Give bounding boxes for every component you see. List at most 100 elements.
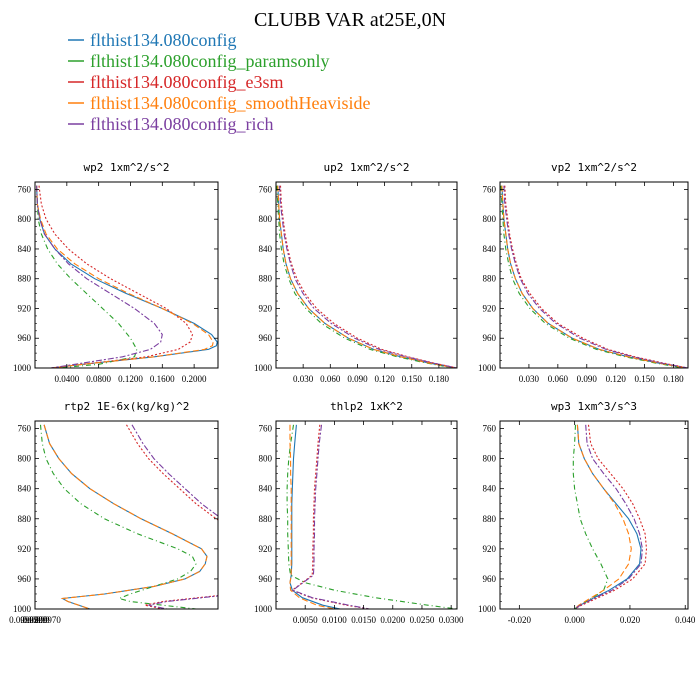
y-tick-label: 1000	[13, 363, 32, 373]
x-tick-label: 0.150	[402, 374, 423, 384]
y-tick-label: 880	[259, 274, 273, 284]
chart-panel: wp3 1xm^3/s^3 760 800 840 880 920 960 1000 -0.02…	[478, 400, 696, 625]
legend-item: flthist134.080config	[68, 30, 237, 50]
x-tick-label: 0.090	[347, 374, 368, 384]
y-tick-label: 840	[483, 244, 497, 254]
legend-label: flthist134.080config_rich	[90, 114, 273, 134]
x-tick-label: 0.040	[675, 615, 696, 625]
x-tick-label: 0.0250	[410, 615, 435, 625]
y-tick-label: 800	[18, 214, 32, 224]
plot-frame	[275, 181, 458, 369]
legend-item: flthist134.080config_e3sm	[68, 72, 283, 92]
x-tick-label: 0.030	[519, 374, 540, 384]
y-tick-label: 1000	[478, 604, 497, 614]
legend-label: flthist134.080config_e3sm	[90, 72, 283, 92]
x-tick-label: 0.150	[634, 374, 655, 384]
legend-item: flthist134.080config_smoothHeaviside	[68, 93, 370, 113]
x-tick-label: 0.090	[577, 374, 598, 384]
series-line	[277, 185, 456, 368]
legend-label: flthist134.080config_paramsonly	[90, 51, 329, 71]
plot-frame	[499, 181, 689, 369]
y-tick-label: 800	[259, 454, 273, 464]
x-tick-label: 0.000	[565, 615, 586, 625]
series-line	[36, 185, 138, 368]
y-tick-label: 760	[259, 424, 273, 434]
y-tick-label: 960	[259, 574, 273, 584]
y-tick-label: 840	[259, 484, 273, 494]
plot-frame	[34, 181, 219, 369]
y-tick-label: 920	[483, 544, 497, 554]
y-tick-label: 880	[259, 514, 273, 524]
panel-title: vp2 1xm^2/s^2	[551, 161, 637, 174]
series-line	[279, 185, 457, 368]
plot-frame	[275, 420, 458, 610]
series-group	[500, 185, 688, 368]
y-tick-label: 1000	[254, 363, 273, 373]
y-tick-label: 880	[18, 274, 32, 284]
y-tick-label: 960	[259, 333, 273, 343]
chart-panel: thlp2 1xK^2 760 800 840 880 920 960 1000 0.0050 0…	[254, 400, 464, 625]
x-tick-label: 0.180	[429, 374, 450, 384]
x-tick-label: 0.00999	[20, 615, 50, 625]
chart-panel: wp2 1xm^2/s^2 760 800 840 880 920 960 1000 0.040…	[13, 161, 219, 384]
x-tick-label: 0.2000	[182, 374, 207, 384]
x-tick-label: 0.0300	[439, 615, 464, 625]
figure-title: CLUBB VAR at25E,0N	[254, 9, 446, 31]
series-line	[43, 424, 208, 609]
series-line	[36, 185, 163, 368]
x-tick-label: 0.0150	[351, 615, 376, 625]
y-tick-label: 1000	[13, 604, 32, 614]
legend-label: flthist134.080config_smoothHeaviside	[90, 93, 370, 113]
y-tick-label: 840	[259, 244, 273, 254]
legend-item: flthist134.080config_rich	[68, 114, 273, 134]
y-tick-label: 840	[18, 484, 32, 494]
x-tick-label: 0.060	[548, 374, 569, 384]
plot-frame	[34, 420, 219, 610]
series-line	[574, 424, 642, 609]
series-line	[289, 424, 341, 609]
y-tick-label: 760	[18, 184, 32, 194]
x-tick-label: 0.0400	[54, 374, 79, 384]
series-line	[38, 185, 194, 368]
y-tick-label: 840	[18, 244, 32, 254]
x-tick-label: 0.0299	[23, 615, 48, 625]
y-tick-label: 920	[483, 303, 497, 313]
y-tick-label: 920	[18, 303, 32, 313]
panel-title: thlp2 1xK^2	[330, 400, 403, 413]
y-tick-label: 880	[18, 514, 32, 524]
series-line	[501, 185, 687, 368]
series-line	[43, 424, 208, 609]
series-group	[276, 185, 457, 368]
legend-item: flthist134.080config_paramsonly	[68, 51, 329, 71]
series-line	[131, 424, 218, 609]
plot-frame	[499, 420, 689, 610]
x-tick-label: 0.0999999970	[9, 615, 61, 625]
x-tick-label: 0.0200	[380, 615, 405, 625]
series-line	[291, 424, 370, 609]
y-tick-label: 880	[483, 514, 497, 524]
x-tick-label: 0.120	[606, 374, 627, 384]
y-tick-label: 800	[483, 454, 497, 464]
series-group	[36, 185, 218, 368]
legend: flthist134.080configflthist134.080config…	[68, 30, 370, 134]
series-line	[574, 424, 648, 609]
y-tick-label: 760	[259, 184, 273, 194]
y-tick-label: 880	[483, 274, 497, 284]
x-tick-label: 0.060	[320, 374, 341, 384]
series-group	[572, 424, 648, 609]
panel-title: wp2 1xm^2/s^2	[83, 161, 169, 174]
series-line	[39, 424, 197, 609]
y-tick-label: 840	[483, 484, 497, 494]
series-line	[286, 424, 457, 609]
series-line	[500, 185, 684, 368]
y-tick-label: 920	[259, 303, 273, 313]
chart-panel: vp2 1xm^2/s^2 760 800 840 880 920 960 1000 0.030…	[478, 161, 689, 384]
series-line	[36, 185, 218, 368]
chart-panel: rtp2 1E-6x(kg/kg)^2 760 800 840 880 920 960 100…	[9, 400, 219, 625]
x-tick-label: 0.180	[663, 374, 684, 384]
x-tick-label: 0.0500	[23, 615, 48, 625]
series-line	[574, 424, 643, 609]
x-tick-label: 0.1200	[118, 374, 143, 384]
series-line	[574, 424, 632, 609]
